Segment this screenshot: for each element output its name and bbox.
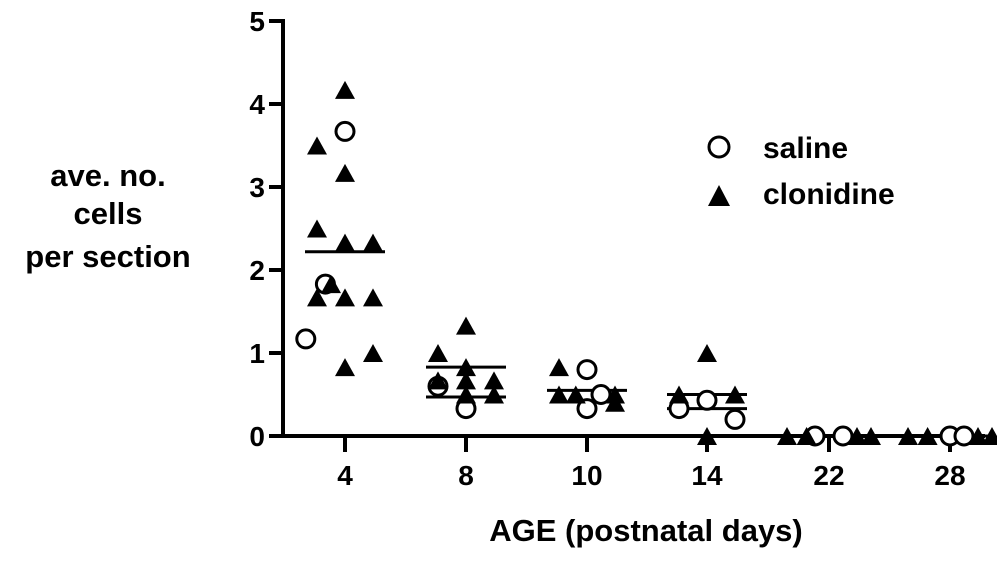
point-clonidine: [669, 385, 689, 404]
data-points: [295, 80, 997, 447]
y-tick-label: 0: [249, 421, 265, 452]
point-clonidine: [847, 427, 867, 445]
point-clonidine: [335, 163, 355, 182]
point-saline: [576, 398, 598, 420]
point-clonidine: [456, 385, 476, 404]
y-tick-label: 5: [249, 6, 265, 37]
point-clonidine: [549, 385, 569, 404]
point-clonidine: [363, 288, 383, 307]
point-clonidine: [363, 344, 383, 362]
point-clonidine: [861, 427, 881, 445]
point-clonidine: [307, 136, 327, 155]
x-ticks: 4 8 10 14 22 28: [337, 436, 966, 491]
x-tick-label: 10: [571, 460, 602, 491]
point-saline: [696, 389, 718, 411]
point-clonidine: [307, 288, 327, 307]
point-clonidine: [697, 427, 717, 445]
point-clonidine: [484, 371, 504, 390]
x-tick-label: 28: [934, 460, 965, 491]
point-saline: [576, 359, 598, 381]
x-axis-title: AGE (postnatal days): [489, 513, 803, 548]
point-saline: [724, 408, 746, 430]
point-clonidine: [456, 371, 476, 390]
x-tick-label: 8: [458, 460, 474, 491]
x-tick-label: 4: [337, 460, 353, 491]
legend-label-clonidine: clonidine: [763, 178, 895, 211]
point-clonidine: [968, 427, 988, 445]
point-clonidine: [335, 358, 355, 377]
y-axis-title: ave. no. cells per section: [25, 158, 190, 274]
point-clonidine: [335, 80, 355, 99]
x-tick-label: 14: [691, 460, 723, 491]
y-tick-label: 2: [249, 255, 265, 286]
y-axis-title-line-2: cells: [74, 196, 143, 231]
legend: saline clonidine: [707, 132, 895, 211]
point-clonidine: [456, 358, 476, 377]
point-saline: [295, 328, 317, 350]
y-axis-title-line-3: per section: [25, 239, 190, 274]
point-clonidine: [796, 427, 817, 445]
point-clonidine: [428, 344, 448, 362]
point-clonidine: [428, 371, 448, 390]
y-ticks: 0 1 2 3 4 5: [249, 6, 283, 452]
axes: [281, 19, 985, 438]
point-clonidine: [335, 233, 355, 252]
point-clonidine: [982, 427, 997, 445]
point-clonidine: [697, 344, 717, 362]
point-clonidine: [605, 393, 625, 412]
point-clonidine: [335, 288, 355, 307]
x-tick-label: 22: [813, 460, 844, 491]
legend-label-saline: saline: [763, 132, 848, 165]
mean-lines: [305, 250, 990, 438]
y-tick-label: 1: [249, 338, 265, 369]
legend-marker-clonidine: [708, 185, 730, 206]
point-saline: [334, 120, 356, 142]
y-axis-title-line-1: ave. no.: [50, 158, 165, 193]
y-tick-label: 4: [249, 89, 265, 120]
point-clonidine: [725, 385, 745, 404]
legend-marker-saline: [707, 135, 731, 159]
point-clonidine: [777, 427, 797, 445]
point-clonidine: [484, 385, 504, 404]
y-tick-label: 3: [249, 172, 265, 203]
point-clonidine: [307, 219, 327, 238]
point-clonidine: [321, 275, 341, 294]
point-clonidine: [456, 316, 476, 335]
point-clonidine: [917, 427, 938, 445]
point-clonidine: [549, 358, 569, 377]
point-clonidine: [565, 385, 586, 404]
point-clonidine: [898, 427, 918, 445]
point-clonidine: [363, 233, 383, 252]
